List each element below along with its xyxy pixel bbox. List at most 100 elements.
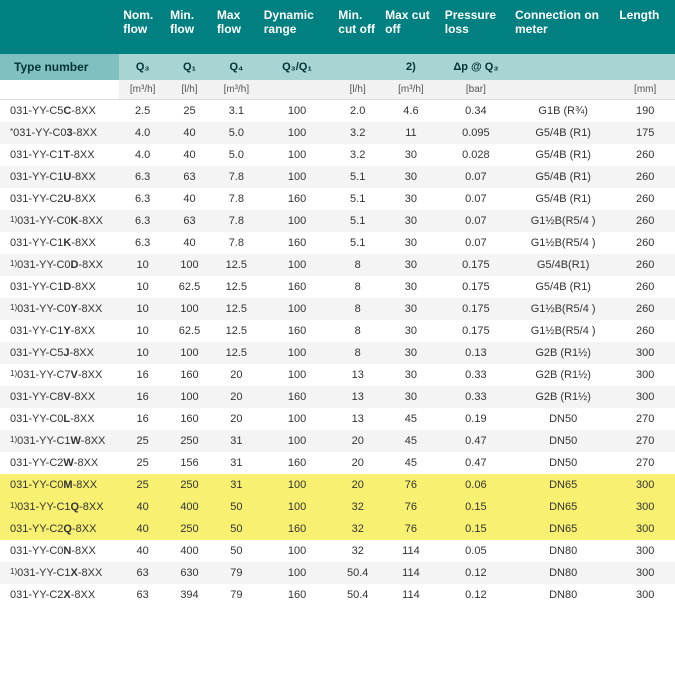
data-cell: 13: [334, 408, 381, 430]
data-cell: 30: [381, 232, 441, 254]
data-cell: DN65: [511, 518, 615, 540]
data-cell: 20: [334, 474, 381, 496]
data-cell: 20: [213, 386, 260, 408]
data-cell: DN50: [511, 452, 615, 474]
data-cell: 100: [260, 364, 335, 386]
table-row: 031-YY-C2Q-8XX402505016032760.15DN65300: [0, 518, 675, 540]
table-row: 031-YY-C0M-8XX252503110020760.06DN65300: [0, 474, 675, 496]
data-cell: 300: [615, 518, 675, 540]
unit-lh-1: [l/h]: [166, 80, 213, 100]
data-cell: 3.2: [334, 144, 381, 166]
type-number-cell: 031-YY-C0L-8XX: [0, 408, 119, 430]
unit-m3h-3: [m³/h]: [381, 80, 441, 100]
data-cell: 250: [166, 518, 213, 540]
data-cell: 270: [615, 452, 675, 474]
symbol-row: Type number Q₃ Q₁ Q₄ Q₃/Q₁ 2) Δp @ Q₃: [0, 54, 675, 80]
data-cell: 7.8: [213, 188, 260, 210]
data-cell: 7.8: [213, 166, 260, 188]
data-cell: DN80: [511, 584, 615, 606]
data-cell: 100: [260, 562, 335, 584]
sym-q4: Q₄: [213, 54, 260, 80]
type-number-cell: 031-YY-C1D-8XX: [0, 276, 119, 298]
data-cell: 400: [166, 540, 213, 562]
data-cell: 0.175: [441, 320, 511, 342]
data-cell: 100: [260, 100, 335, 123]
data-cell: 5.1: [334, 188, 381, 210]
data-cell: 12.5: [213, 298, 260, 320]
table-row: 1)031-YY-C1W-8XX252503110020450.47DN5027…: [0, 430, 675, 452]
data-cell: 50.4: [334, 562, 381, 584]
table-row: 031-YY-C1K-8XX6.3407.81605.1300.07G1½B(R…: [0, 232, 675, 254]
data-cell: 6.3: [119, 232, 166, 254]
data-cell: 3.2: [334, 122, 381, 144]
data-cell: 250: [166, 474, 213, 496]
header-min-flow: Min. flow: [166, 0, 213, 54]
data-cell: 30: [381, 144, 441, 166]
unit-m3h-1: [m³/h]: [119, 80, 166, 100]
data-cell: G2B (R1½): [511, 386, 615, 408]
unit-blank: [0, 80, 119, 100]
data-cell: 160: [260, 188, 335, 210]
data-cell: 30: [381, 276, 441, 298]
data-cell: 0.15: [441, 496, 511, 518]
data-cell: G1½B(R5/4 ): [511, 320, 615, 342]
data-cell: 260: [615, 188, 675, 210]
data-cell: G5/4B (R1): [511, 166, 615, 188]
data-cell: 0.05: [441, 540, 511, 562]
data-cell: 0.12: [441, 562, 511, 584]
type-number-cell: 031-YY-C0N-8XX: [0, 540, 119, 562]
type-number-cell: 1)031-YY-C1X-8XX: [0, 562, 119, 584]
data-cell: 32: [334, 496, 381, 518]
data-cell: 260: [615, 276, 675, 298]
data-cell: 25: [119, 452, 166, 474]
data-cell: 12.5: [213, 254, 260, 276]
header-nom-flow: Nom. flow: [119, 0, 166, 54]
data-cell: 160: [260, 276, 335, 298]
header-connection: Connection on meter: [511, 0, 615, 54]
data-cell: 5.1: [334, 232, 381, 254]
data-cell: 6.3: [119, 210, 166, 232]
data-cell: DN65: [511, 496, 615, 518]
data-cell: 5.1: [334, 166, 381, 188]
data-cell: 0.15: [441, 518, 511, 540]
data-cell: 3.1: [213, 100, 260, 123]
data-cell: 250: [166, 430, 213, 452]
data-cell: G5/4B (R1): [511, 276, 615, 298]
flow-meter-table: Nom. flow Min. flow Max flow Dynamic ran…: [0, 0, 675, 606]
type-number-cell: 031-YY-C2Q-8XX: [0, 518, 119, 540]
sym-dp: Δp @ Q₃: [441, 54, 511, 80]
data-cell: 10: [119, 276, 166, 298]
data-cell: 13: [334, 364, 381, 386]
type-number-cell: 031-YY-C1T-8XX: [0, 144, 119, 166]
data-cell: 40: [166, 232, 213, 254]
data-cell: 190: [615, 100, 675, 123]
data-cell: 6.3: [119, 188, 166, 210]
data-cell: 40: [166, 122, 213, 144]
unit-blank3: [511, 80, 615, 100]
data-cell: 100: [260, 298, 335, 320]
data-cell: 160: [166, 408, 213, 430]
data-cell: 0.07: [441, 188, 511, 210]
type-number-cell: 031-YY-C2X-8XX: [0, 584, 119, 606]
table-row: *031-YY-C03-8XX4.0405.01003.2110.095G5/4…: [0, 122, 675, 144]
data-cell: 31: [213, 452, 260, 474]
data-cell: 12.5: [213, 276, 260, 298]
data-cell: 4.0: [119, 144, 166, 166]
data-cell: 260: [615, 166, 675, 188]
data-cell: 114: [381, 584, 441, 606]
data-cell: 100: [260, 342, 335, 364]
data-cell: 25: [119, 430, 166, 452]
data-cell: 32: [334, 518, 381, 540]
type-number-cell: 031-YY-C1K-8XX: [0, 232, 119, 254]
data-cell: 300: [615, 386, 675, 408]
data-cell: 0.07: [441, 210, 511, 232]
data-cell: 300: [615, 496, 675, 518]
type-number-cell: 1)031-YY-C0D-8XX: [0, 254, 119, 276]
data-cell: DN65: [511, 474, 615, 496]
data-cell: 0.095: [441, 122, 511, 144]
data-cell: G1½B(R5/4 ): [511, 232, 615, 254]
type-number-cell: 031-YY-C8V-8XX: [0, 386, 119, 408]
table-row: 1)031-YY-C7V-8XX161602010013300.33G2B (R…: [0, 364, 675, 386]
data-cell: 30: [381, 320, 441, 342]
data-cell: 16: [119, 364, 166, 386]
